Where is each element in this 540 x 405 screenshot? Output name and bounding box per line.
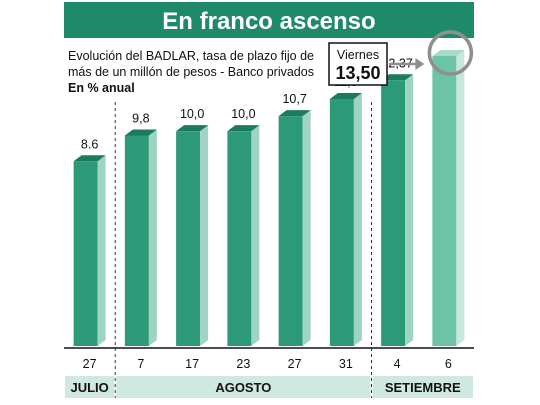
bar-top-6 [381,74,414,81]
tick-label-7: 6 [445,357,452,371]
bar-side-7 [456,50,465,346]
bar-2 [176,125,209,347]
highlight-circle [427,30,474,76]
tick-label-5: 31 [339,357,353,371]
month-label-1: AGOSTO [215,380,271,395]
bar-side-4 [302,110,311,346]
tick-label-6: 4 [394,357,401,371]
tick-labels: 27 7 17 23 27 31 4 6 [83,357,452,371]
bar-1 [124,129,157,346]
value-label-2: 10,0 [180,107,204,121]
tick-label-3: 23 [236,357,250,371]
bar-front-6 [381,80,406,346]
bar-top-4 [278,110,311,117]
bar-top-0 [73,155,106,162]
callout-arrow-head [415,58,425,70]
chart-subtitle-line-2: más de un millón de pesos - Banco privad… [68,65,314,79]
bar-side-5 [353,92,362,347]
bar-top-7 [432,50,465,56]
bar-front-3 [227,131,252,346]
month-band-0 [65,376,115,398]
month-label-2: SETIEMBRE [385,380,461,395]
bar-top-2 [176,125,209,132]
bar-side-3 [251,125,260,347]
bar-7 [432,50,465,346]
bar-0 [73,155,106,346]
title-banner [64,2,474,38]
tick-label-2: 17 [185,357,199,371]
bar-5 [329,92,362,347]
callout-label: Viernes [337,48,379,62]
month-dividers [114,102,372,398]
bars: 8.69,810,010,010,711,512,37 [73,50,465,347]
tick-label-0: 27 [83,357,97,371]
bar-top-1 [124,129,157,136]
tick-label-1: 7 [137,357,144,371]
bar-front-7 [432,56,457,346]
value-label-3: 10,0 [231,107,255,121]
bar-side-6 [405,74,414,346]
value-label-0: 8.6 [81,137,98,151]
bar-side-1 [148,129,157,346]
callout-value: 13,50 [335,63,380,83]
bar-front-2 [176,131,201,346]
bar-front-5 [329,98,354,347]
bar-front-1 [124,135,149,346]
tick-label-4: 27 [288,357,302,371]
chart-subtitle-line-1: Evolución del BADLAR, tasa de plazo fijo… [68,49,314,63]
bar-top-5 [329,92,362,99]
callout-box [328,42,388,86]
bar-4 [278,110,311,346]
bar-front-4 [278,116,303,346]
bar-front-0 [73,161,98,346]
chart-title: En franco ascenso [162,8,375,35]
bar-side-2 [200,125,209,347]
value-label-1: 9,8 [132,111,149,125]
value-label-4: 10,7 [282,92,306,106]
bar-side-0 [97,155,106,346]
month-labels: JULIO AGOSTO SETIEMBRE [65,376,473,398]
bar-6 [381,74,414,346]
bar-top-3 [227,125,260,132]
y-axis-unit-label: En % anual [68,81,135,95]
month-band-2 [372,376,473,398]
month-band-1 [116,376,371,398]
month-label-0: JULIO [70,380,108,395]
bar-3 [227,125,260,347]
